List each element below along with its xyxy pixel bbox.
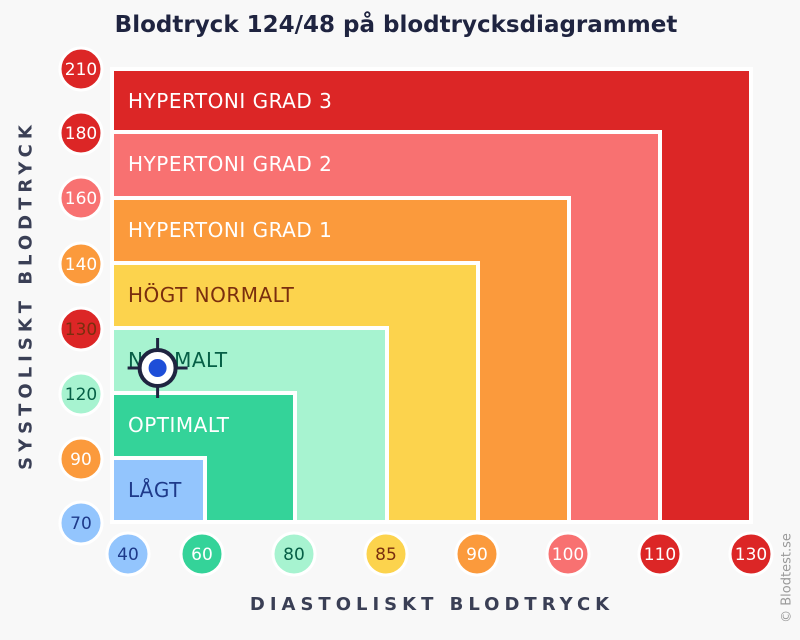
- y-tick-label: 140: [65, 255, 97, 275]
- y-tick-circle: [58, 371, 104, 417]
- x-tick-label: 60: [191, 545, 213, 565]
- zone-label: OPTIMALT: [128, 413, 230, 437]
- y-tick-circle: [58, 436, 104, 482]
- y-tick-label: 130: [65, 320, 97, 340]
- y-tick-circle: [58, 241, 104, 287]
- marker-crosshair: [127, 338, 188, 398]
- y-tick-label: 120: [65, 385, 97, 405]
- y-tick-circle: [58, 110, 104, 156]
- zone-lågt: [110, 456, 207, 524]
- chart-title: Blodtryck 124/48 på blodtrycksdiagrammet: [114, 12, 678, 38]
- y-tick-circle: [58, 306, 104, 352]
- x-tick-circle: [179, 531, 225, 577]
- x-tick-label: 40: [117, 545, 139, 565]
- zone-label: LÅGT: [128, 478, 182, 502]
- x-tick-circle: [728, 531, 774, 577]
- x-tick-circle: [105, 531, 151, 577]
- x-tick-label: 110: [644, 545, 676, 565]
- zone-label: HYPERTONI GRAD 1: [128, 218, 332, 242]
- y-tick-label: 70: [70, 514, 92, 534]
- x-tick-circle: [271, 531, 317, 577]
- y-tick-circle: [58, 500, 104, 546]
- zone-label: HYPERTONI GRAD 3: [128, 89, 332, 113]
- x-tick-label: 130: [735, 545, 767, 565]
- x-tick-circle: [363, 531, 409, 577]
- x-tick-circle: [545, 531, 591, 577]
- y-tick-circle: [58, 46, 104, 92]
- x-tick-circle: [454, 531, 500, 577]
- zone-label: HÖGT NORMALT: [128, 283, 295, 307]
- zone-label: HYPERTONI GRAD 2: [128, 152, 332, 176]
- y-tick-label: 210: [65, 60, 97, 80]
- x-axis-label: DIASTOLISKT BLODTRYCK: [249, 594, 615, 615]
- y-tick-label: 90: [70, 450, 92, 470]
- x-tick-label: 85: [375, 545, 397, 565]
- marker-dot: [148, 359, 167, 377]
- x-tick-label: 100: [552, 545, 584, 565]
- y-tick-label: 160: [65, 189, 97, 209]
- x-tick-label: 90: [466, 545, 488, 565]
- x-tick-label: 80: [283, 545, 305, 565]
- x-tick-circle: [637, 531, 683, 577]
- y-tick-circle: [58, 175, 104, 221]
- y-tick-label: 180: [65, 124, 97, 144]
